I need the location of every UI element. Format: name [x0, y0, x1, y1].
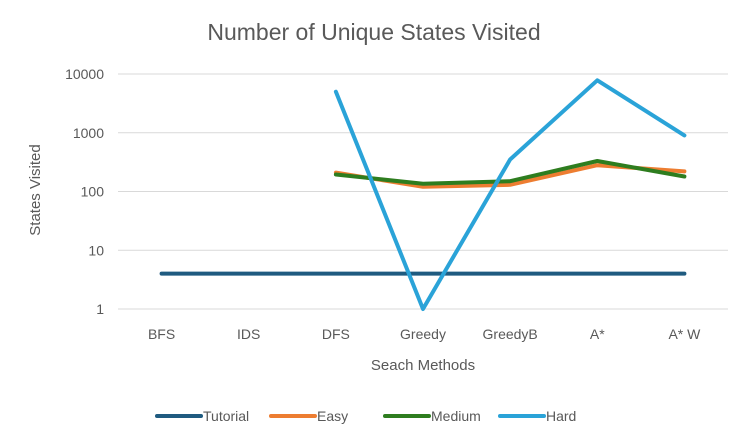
y-tick-label: 10000	[65, 66, 104, 82]
y-tick-label: 1000	[73, 125, 104, 141]
y-axis-title: States Visited	[27, 144, 44, 235]
legend: Tutorial Easy Medium Hard	[155, 408, 576, 424]
y-tick-label: 10	[88, 242, 104, 258]
series-lines	[159, 78, 687, 311]
series-line-medium	[333, 159, 687, 186]
x-tick-label: Greedy	[400, 326, 446, 342]
series-line-hard	[333, 78, 687, 311]
chart-title: Number of Unique States Visited	[207, 19, 540, 45]
legend-label-hard: Hard	[546, 408, 576, 424]
y-axis-ticks: 1 10 100 1000 10000	[65, 66, 104, 317]
x-tick-label: GreedyB	[483, 326, 538, 342]
y-tick-label: 100	[81, 184, 105, 200]
y-tick-label: 1	[96, 301, 104, 317]
x-tick-label: A* W	[668, 326, 701, 342]
x-tick-label: DFS	[322, 326, 350, 342]
legend-label-tutorial: Tutorial	[203, 408, 249, 424]
legend-label-easy: Easy	[317, 408, 348, 424]
x-axis-ticks: BFS IDS DFS Greedy GreedyB A* A* W	[148, 326, 701, 342]
x-tick-label: A*	[590, 326, 605, 342]
grid-lines	[118, 73, 728, 310]
x-tick-label: BFS	[148, 326, 175, 342]
x-axis-title: Seach Methods	[371, 357, 475, 374]
legend-label-medium: Medium	[431, 408, 481, 424]
x-tick-label: IDS	[237, 326, 260, 342]
